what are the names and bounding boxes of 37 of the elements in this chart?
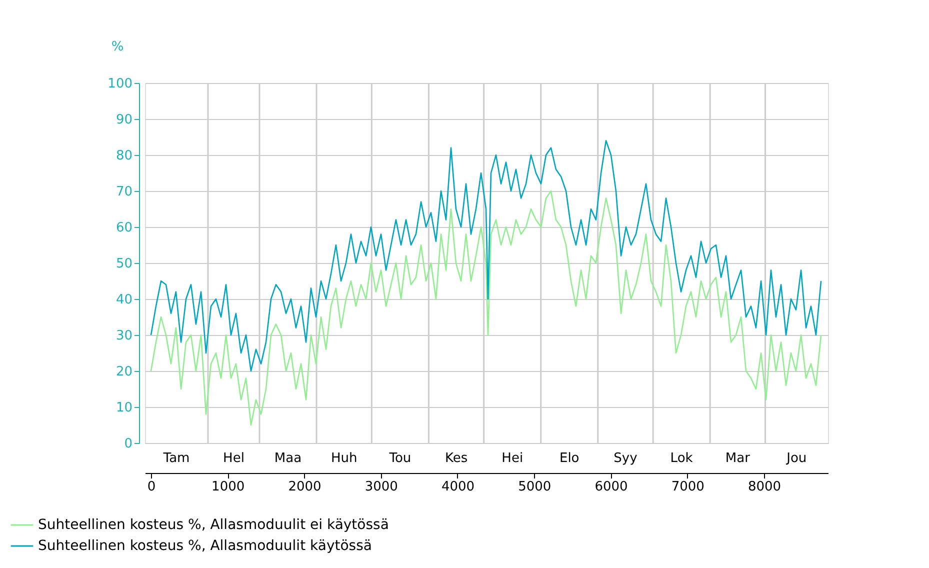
text: Hel (223, 451, 244, 466)
x-tick-label: 8000 (748, 480, 782, 494)
y-tick-label: 70 (116, 184, 132, 200)
text: Syy (614, 451, 638, 466)
x-tick-label: 2000 (288, 480, 322, 494)
text: Huh (330, 451, 358, 466)
y-tick-label: 30 (116, 328, 132, 344)
y-tick-label: 90 (116, 112, 132, 128)
y-tick-label: 60 (116, 220, 132, 236)
y-tick-label: 10 (116, 400, 132, 416)
x-tick-label: 3000 (364, 480, 398, 494)
y-tick-label: 40 (116, 292, 132, 308)
x-tick-label: 5000 (518, 480, 552, 494)
y-tick-label: 20 (116, 364, 132, 380)
text: Jou (786, 451, 807, 466)
y-tick-label: 50 (116, 256, 132, 272)
text: Kes (444, 451, 468, 466)
line-series (150, 140, 822, 372)
text: Hei (502, 451, 524, 466)
x-tick-label: 4000 (441, 480, 475, 494)
y-tick-label: 0 (124, 436, 132, 452)
x-tick-label: 7000 (671, 480, 704, 494)
x-tick-label: 6000 (594, 480, 628, 494)
x-tick-label: 0 (147, 480, 156, 494)
text: Elo (559, 451, 580, 466)
text: Lok (670, 451, 694, 466)
x-tick-label: 1000 (212, 480, 245, 494)
y-tick-label: 80 (116, 148, 132, 164)
text: Tam (162, 451, 190, 466)
text: Maa (274, 451, 302, 466)
y-axis-title: % (111, 40, 124, 54)
text: Mar (725, 451, 751, 466)
legend-label: Suhteellinen kosteus %, Allasmoduulit käytössä (38, 538, 372, 554)
text: Tou (388, 451, 412, 466)
line-series (150, 190, 822, 426)
legend-label: Suhteellinen kosteus %, Allasmoduulit ei käytössä (38, 517, 389, 533)
y-tick-label: 100 (108, 76, 132, 92)
